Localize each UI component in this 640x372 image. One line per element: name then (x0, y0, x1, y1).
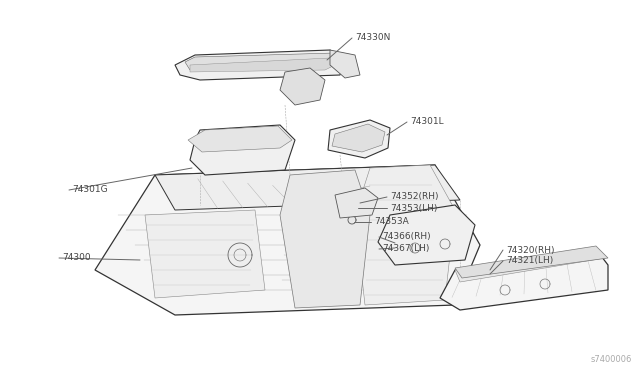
Polygon shape (455, 248, 605, 282)
Polygon shape (455, 246, 608, 278)
Polygon shape (175, 50, 345, 80)
Text: 74353(LH): 74353(LH) (390, 203, 437, 212)
Text: 74321(LH): 74321(LH) (506, 257, 553, 266)
Polygon shape (95, 165, 480, 315)
Polygon shape (190, 58, 335, 72)
Polygon shape (355, 165, 455, 305)
Polygon shape (332, 124, 385, 152)
Text: 74353A: 74353A (374, 218, 409, 227)
Text: s7400006: s7400006 (591, 355, 632, 364)
Polygon shape (145, 210, 265, 298)
Text: 74352(RH): 74352(RH) (390, 192, 438, 202)
Polygon shape (328, 120, 390, 158)
Polygon shape (190, 125, 295, 175)
Polygon shape (440, 248, 608, 310)
Polygon shape (188, 126, 292, 152)
Text: 74300: 74300 (62, 253, 91, 263)
Polygon shape (280, 170, 370, 308)
Text: 74367(LH): 74367(LH) (382, 244, 429, 253)
Polygon shape (378, 205, 475, 265)
Text: 74320(RH): 74320(RH) (506, 246, 554, 254)
Polygon shape (185, 53, 340, 70)
Polygon shape (335, 188, 378, 218)
Polygon shape (280, 68, 325, 105)
Text: 74301L: 74301L (410, 118, 444, 126)
Polygon shape (330, 50, 360, 78)
Text: 74330N: 74330N (355, 33, 390, 42)
Text: 74301G: 74301G (72, 186, 108, 195)
Text: 74366(RH): 74366(RH) (382, 232, 431, 241)
Polygon shape (155, 165, 460, 210)
